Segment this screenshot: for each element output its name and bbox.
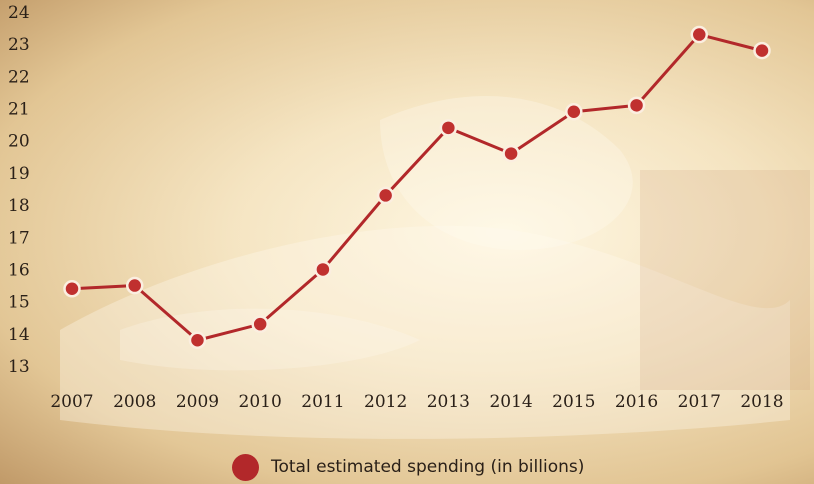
x-tick-label: 2012 xyxy=(364,392,407,412)
y-tick-label: 17 xyxy=(8,228,30,248)
data-point xyxy=(439,119,458,137)
data-point xyxy=(251,315,269,333)
y-tick-label: 21 xyxy=(8,100,30,120)
y-tick-label: 16 xyxy=(8,260,30,280)
y-tick-label: 22 xyxy=(8,67,30,87)
x-tick-label: 2013 xyxy=(427,392,470,412)
data-point xyxy=(376,186,395,205)
y-tick-label: 23 xyxy=(8,35,30,55)
data-point xyxy=(188,331,207,350)
y-tick-label: 24 xyxy=(8,3,30,23)
data-point xyxy=(627,96,646,115)
data-point xyxy=(125,276,144,295)
y-tick-label: 13 xyxy=(8,357,30,377)
y-tick-label: 19 xyxy=(8,164,30,184)
x-axis-ticks: 2007 2008 2009 2010 2011 2012 2013 2014 2015 2016… xyxy=(50,392,783,412)
x-tick-label: 2010 xyxy=(239,392,282,412)
y-tick-label: 20 xyxy=(8,132,30,152)
data-point xyxy=(690,25,709,44)
data-point xyxy=(314,260,332,279)
y-axis-ticks: 13 14 15 16 17 18 19 20 21 22 23 24 xyxy=(8,3,30,377)
data-point xyxy=(63,280,81,298)
x-tick-label: 2015 xyxy=(552,392,595,412)
y-tick-label: 15 xyxy=(8,293,30,313)
legend-swatch xyxy=(232,453,259,481)
x-tick-label: 2008 xyxy=(113,392,156,412)
data-point xyxy=(753,41,771,60)
x-tick-label: 2018 xyxy=(740,392,783,412)
legend: Total estimated spending (in billions) xyxy=(232,453,584,481)
data-point xyxy=(565,103,583,121)
y-tick-label: 14 xyxy=(8,325,30,345)
x-tick-label: 2014 xyxy=(489,392,532,412)
y-tick-label: 18 xyxy=(8,196,30,216)
x-tick-label: 2011 xyxy=(301,392,344,412)
x-tick-label: 2016 xyxy=(615,392,658,412)
data-point xyxy=(502,144,520,163)
legend-label: Total estimated spending (in billions) xyxy=(271,457,585,477)
x-tick-label: 2009 xyxy=(176,392,219,412)
x-tick-label: 2017 xyxy=(678,392,721,412)
series-line xyxy=(71,33,763,342)
series-layer xyxy=(63,25,771,350)
x-tick-label: 2007 xyxy=(50,392,93,412)
